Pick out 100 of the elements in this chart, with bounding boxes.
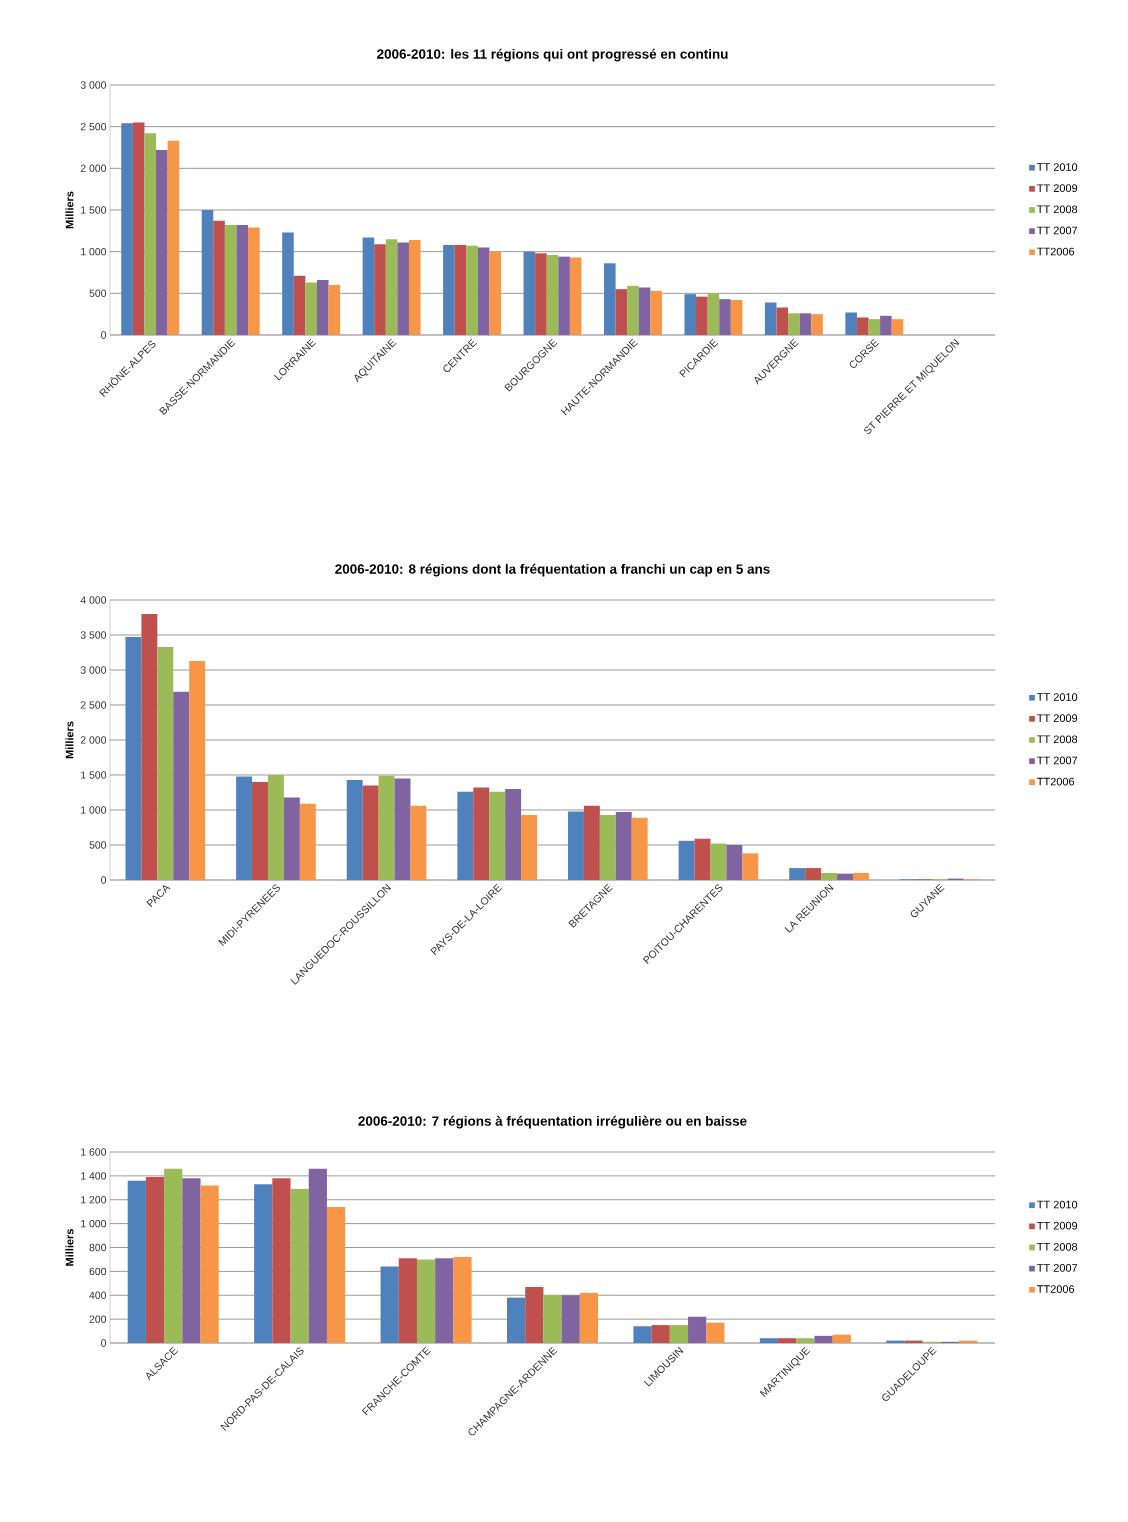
bar bbox=[252, 781, 268, 880]
bar bbox=[759, 1338, 779, 1343]
bar bbox=[650, 290, 662, 335]
bar bbox=[730, 299, 743, 335]
bar bbox=[567, 811, 584, 880]
y-tick-label: 2 500 bbox=[80, 701, 107, 709]
bar bbox=[694, 838, 711, 880]
bar bbox=[521, 814, 538, 880]
bar bbox=[489, 791, 506, 880]
bar bbox=[141, 613, 158, 880]
bar bbox=[688, 1316, 707, 1343]
bar bbox=[410, 805, 427, 880]
y-tick-label: 3 000 bbox=[80, 666, 107, 674]
bar bbox=[523, 251, 536, 335]
y-tick-label: 1 400 bbox=[81, 1172, 107, 1180]
bar bbox=[346, 779, 363, 880]
bar bbox=[144, 133, 157, 335]
bar bbox=[282, 232, 294, 335]
legend-label: TT 2008 bbox=[1037, 735, 1078, 744]
legend-label: TT2006 bbox=[1037, 777, 1075, 786]
bar bbox=[121, 123, 133, 335]
y-tick-label: 600 bbox=[89, 1267, 107, 1276]
bar bbox=[796, 1338, 815, 1343]
bar bbox=[453, 1257, 472, 1343]
bar bbox=[316, 279, 329, 335]
bar bbox=[778, 1338, 797, 1343]
bar bbox=[615, 289, 628, 335]
legend-label: TT 2010 bbox=[1037, 1200, 1078, 1209]
bar bbox=[505, 788, 522, 880]
chart-title: 2006-2010: les 11 régions qui ont progressé en continu bbox=[377, 48, 728, 62]
bar bbox=[814, 1335, 833, 1343]
bar bbox=[669, 1325, 689, 1343]
y-tick-label: 500 bbox=[89, 841, 107, 849]
bar bbox=[213, 220, 225, 335]
y-tick-label: 200 bbox=[89, 1315, 107, 1323]
bar bbox=[788, 313, 800, 335]
bar bbox=[132, 122, 145, 335]
bar bbox=[173, 691, 190, 880]
y-tick-label: 1 600 bbox=[81, 1148, 107, 1156]
bar bbox=[696, 296, 708, 335]
legend-label: TT 2010 bbox=[1037, 163, 1078, 171]
bar bbox=[380, 1266, 399, 1343]
bar bbox=[374, 244, 386, 335]
bar bbox=[799, 313, 812, 335]
y-tick-label: 400 bbox=[89, 1291, 107, 1299]
legend-label: TT 2009 bbox=[1037, 714, 1078, 723]
y-axis-title: Milliers bbox=[65, 721, 74, 759]
bar bbox=[236, 224, 249, 335]
bar bbox=[397, 242, 409, 335]
bar bbox=[776, 307, 789, 335]
bar bbox=[200, 1185, 219, 1343]
bar bbox=[466, 245, 478, 335]
bar bbox=[684, 294, 697, 335]
legend-label: TT 2008 bbox=[1037, 1242, 1078, 1251]
bar bbox=[579, 1292, 599, 1343]
bar bbox=[638, 287, 651, 335]
bar bbox=[457, 791, 474, 880]
bar bbox=[167, 140, 180, 335]
bar bbox=[707, 293, 720, 335]
bar bbox=[789, 868, 806, 880]
bar bbox=[326, 1206, 346, 1343]
bar bbox=[627, 285, 639, 335]
y-tick-label: 500 bbox=[89, 289, 107, 298]
bar bbox=[435, 1258, 454, 1343]
bar bbox=[726, 844, 743, 880]
bar bbox=[189, 660, 206, 880]
legend-label: TT 2009 bbox=[1037, 184, 1078, 193]
bar bbox=[267, 774, 284, 880]
y-tick-label: 0 bbox=[101, 1339, 107, 1347]
bar bbox=[125, 637, 142, 880]
bar bbox=[328, 284, 341, 335]
bar bbox=[236, 776, 253, 880]
bar bbox=[506, 1297, 526, 1343]
bar bbox=[305, 282, 317, 335]
y-tick-label: 3 500 bbox=[80, 631, 107, 639]
bar bbox=[489, 251, 502, 335]
bar bbox=[535, 253, 547, 335]
bar bbox=[543, 1295, 562, 1343]
bar bbox=[378, 775, 395, 880]
bar bbox=[880, 315, 892, 335]
bar bbox=[201, 209, 214, 335]
bar bbox=[362, 785, 379, 880]
legend-label: TT 2007 bbox=[1037, 226, 1078, 235]
y-axis-title: Milliers bbox=[65, 191, 74, 229]
bar bbox=[710, 843, 727, 880]
bar bbox=[546, 254, 559, 335]
bar bbox=[706, 1322, 725, 1343]
bar bbox=[558, 256, 570, 335]
bar bbox=[845, 312, 857, 335]
y-axis-title: Milliers bbox=[65, 1229, 74, 1266]
bar bbox=[473, 787, 490, 880]
bar bbox=[127, 1180, 146, 1343]
bar bbox=[615, 812, 632, 880]
bar bbox=[283, 797, 300, 880]
bar bbox=[633, 1326, 652, 1343]
bar bbox=[308, 1168, 327, 1343]
bar bbox=[477, 247, 490, 335]
y-tick-label: 0 bbox=[101, 331, 107, 339]
bar bbox=[525, 1286, 544, 1343]
bar bbox=[631, 817, 648, 880]
